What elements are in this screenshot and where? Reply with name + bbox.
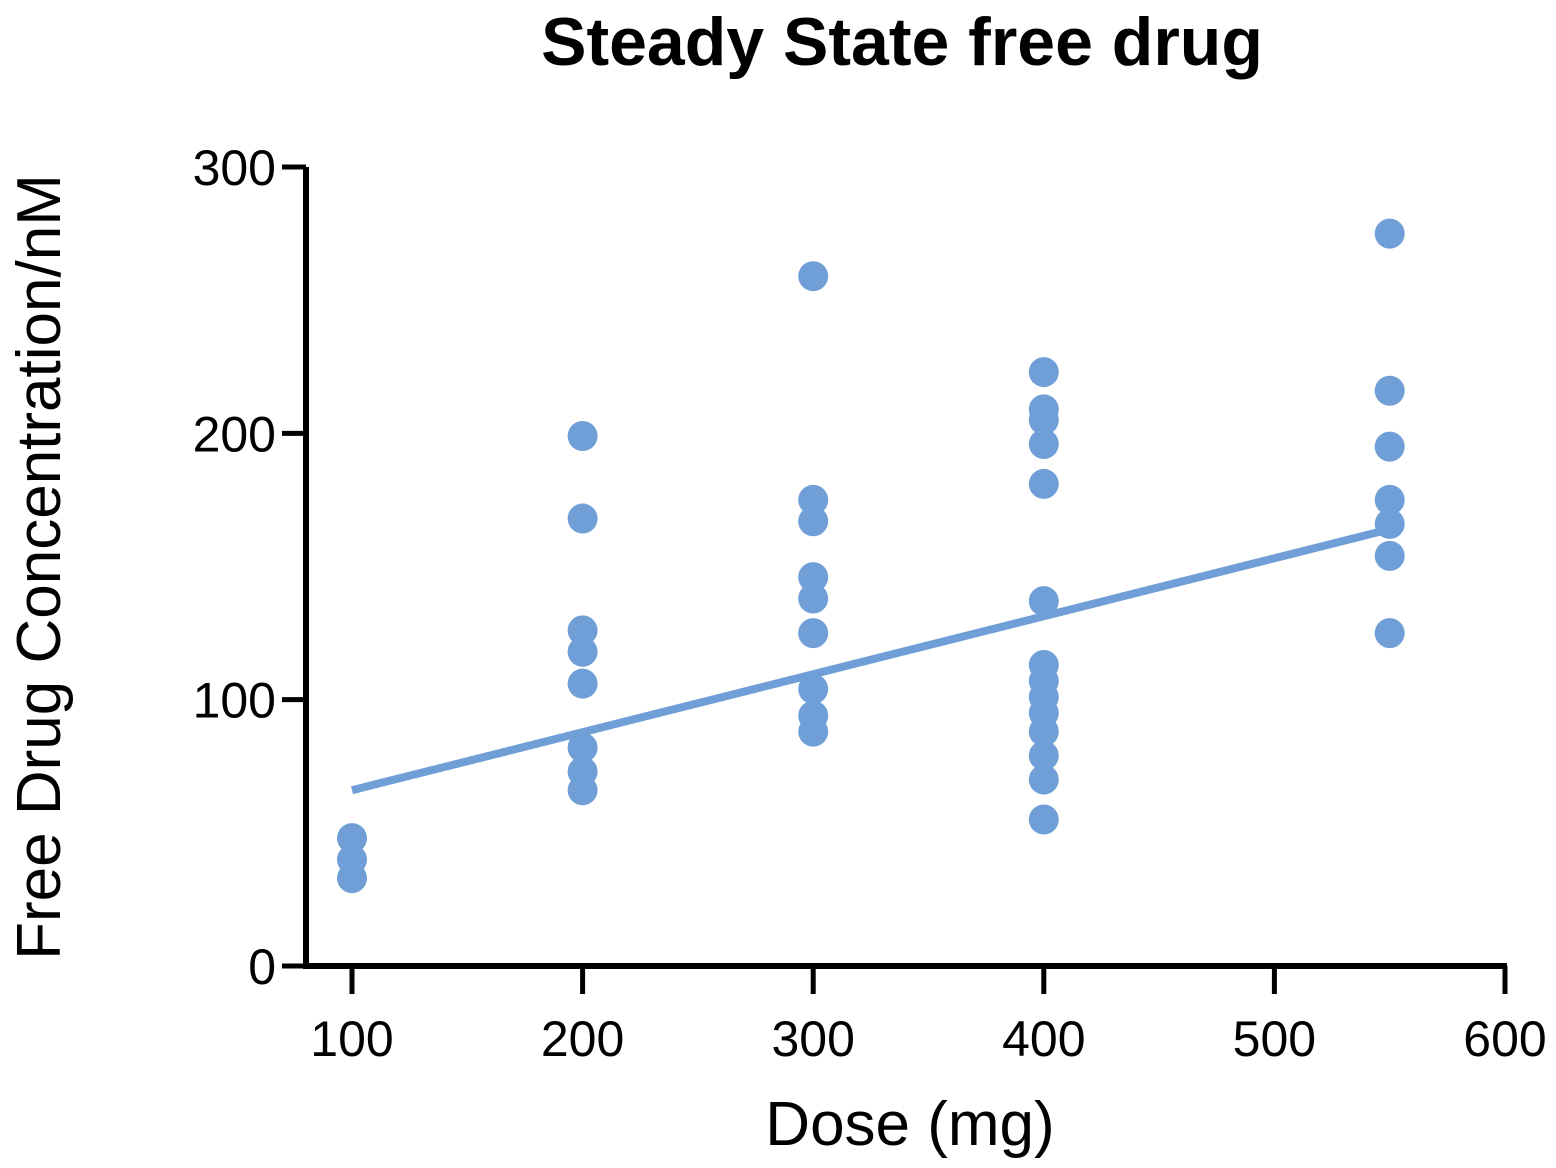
- x-axis-label: Dose (mg): [765, 1090, 1054, 1159]
- data-point: [1374, 484, 1405, 515]
- data-point: [1374, 508, 1405, 539]
- data-point: [1028, 468, 1059, 499]
- data-point: [567, 775, 598, 806]
- x-tick-label: 300: [771, 1011, 854, 1067]
- data-point: [1028, 716, 1059, 747]
- data-point: [798, 484, 829, 515]
- axes: [303, 167, 1507, 969]
- data-point: [1374, 375, 1405, 406]
- data-point: [337, 823, 367, 854]
- data-point: [337, 863, 367, 894]
- chart-title: Steady State free drug: [541, 4, 1263, 80]
- data-point: [1374, 540, 1405, 571]
- x-tick-label: 400: [1002, 1011, 1085, 1067]
- data-point: [1028, 804, 1059, 835]
- data-point: [798, 261, 829, 292]
- data-point: [1028, 428, 1059, 459]
- data-points: [337, 218, 1405, 894]
- data-point: [798, 674, 829, 705]
- data-point: [1028, 764, 1059, 795]
- data-point: [798, 618, 829, 649]
- regression-line: [351, 525, 1391, 795]
- y-axis-label: Free Drug Concentration/nM: [5, 174, 74, 960]
- data-point: [567, 615, 598, 646]
- data-point: [567, 732, 598, 763]
- ticks: 0 100 200 300 100 200 300 400 500 600: [193, 140, 1547, 1067]
- data-point: [1028, 357, 1059, 388]
- data-point: [798, 506, 829, 537]
- data-point: [798, 583, 829, 614]
- data-point: [798, 562, 829, 593]
- data-point: [798, 716, 829, 747]
- y-tick-label: 300: [193, 140, 276, 196]
- data-point: [567, 668, 598, 699]
- y-tick-label: 100: [193, 673, 276, 729]
- data-point: [1374, 618, 1405, 649]
- x-tick-label: 500: [1233, 1011, 1316, 1067]
- data-point: [1374, 218, 1405, 249]
- data-point: [567, 503, 598, 534]
- y-tick-label: 200: [193, 406, 276, 462]
- x-tick-label: 200: [541, 1011, 624, 1067]
- y-tick-label: 0: [248, 939, 276, 995]
- data-point: [1374, 431, 1405, 462]
- data-point: [567, 636, 598, 667]
- x-tick-label: 600: [1463, 1011, 1546, 1067]
- data-point: [1028, 740, 1059, 771]
- data-point: [1028, 405, 1059, 436]
- data-point: [1028, 586, 1059, 617]
- x-tick-label: 100: [310, 1011, 393, 1067]
- trendline-group: [351, 525, 1391, 795]
- data-point: [567, 420, 598, 451]
